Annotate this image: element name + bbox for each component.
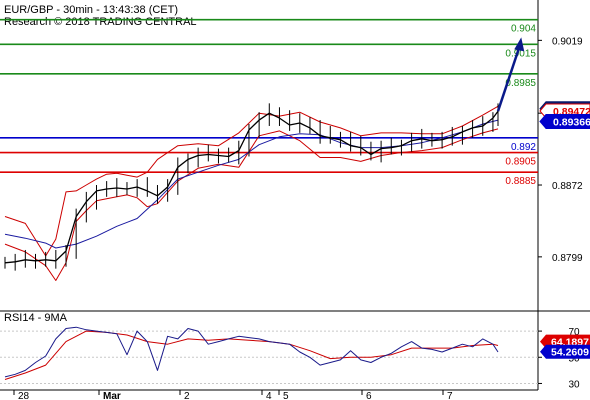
rsi-badge <box>540 344 590 359</box>
level-label: 0.892 <box>511 142 536 153</box>
level-label: 0.904 <box>511 24 536 35</box>
rsi-badge-label: 54.2609 <box>551 347 589 359</box>
price-badge <box>539 113 590 129</box>
price-layer <box>4 37 525 281</box>
time-axis-label: 7 <box>447 391 453 400</box>
time-axis-label: Mar <box>103 391 121 400</box>
time-axis-label: 5 <box>283 391 289 400</box>
level-label: 0.8905 <box>505 157 536 168</box>
axis-layer: 0.90190.89450.88720.87990.894950.894720.… <box>13 36 590 400</box>
time-axis-label: 2 <box>184 391 190 400</box>
forecast-arrow-line <box>496 46 521 112</box>
rsi-axis-label: 50 <box>568 353 580 364</box>
level-label: 0.9015 <box>505 48 536 59</box>
levels-layer: 0.904 0.9015 0.8985 0.892 0.8905 0.8885 <box>0 18 538 187</box>
time-axis-label: 6 <box>366 391 372 400</box>
chart-credit: Research © 2018 TRADING CENTRAL <box>4 16 197 28</box>
price-axis-label: 0.8872 <box>552 181 583 192</box>
rsi-ma-line <box>4 330 499 380</box>
time-axis-label: 28 <box>18 391 30 400</box>
price-badge-label: 0.89366 <box>553 116 590 128</box>
level-label: 0.8885 <box>505 176 536 187</box>
rsi-line <box>4 326 499 378</box>
rsi-title: RSI14 - 9MA <box>4 312 68 324</box>
level-label: 0.8985 <box>505 78 536 89</box>
rsi-axis-label: 30 <box>568 379 580 390</box>
chart-title: EUR/GBP - 30min - 13:43:38 (CET) <box>4 4 178 16</box>
rsi-axis-label: 70 <box>568 327 580 338</box>
price-line <box>4 110 499 264</box>
forecast-arrow-head <box>514 37 525 52</box>
bollinger-upper-line <box>4 105 499 257</box>
price-axis-label: 0.9019 <box>552 36 583 47</box>
time-axis-label: 4 <box>266 391 272 400</box>
price-axis-label: 0.8799 <box>552 253 583 264</box>
